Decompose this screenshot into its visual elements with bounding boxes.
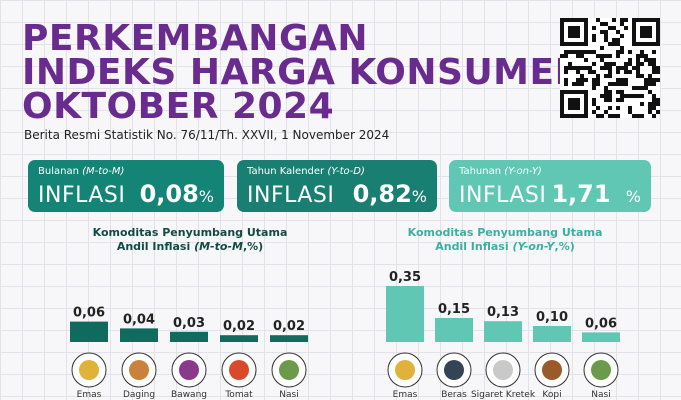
category-label-yoy-4: Nasi: [591, 390, 610, 400]
card-bulanan-label: Bulanan: [38, 166, 79, 177]
commodity-icon-fill-mtm-4: [279, 360, 299, 380]
commodity-icon-fill-yoy-3: [542, 360, 562, 380]
card-tahunan-label-italic: (Y-on-Y): [504, 166, 542, 177]
category-label-mtm-2: Bawang: [171, 390, 207, 400]
commodity-icon-fill-mtm-3: [229, 360, 249, 380]
bar-label-mtm-0: 0,06: [73, 306, 105, 321]
card-tahunan-word: INFLASI: [459, 183, 547, 208]
category-label-mtm-4: Nasi: [279, 390, 298, 400]
chart-yoy-title: Komoditas Penyumbang Utama Andil Inflasi…: [400, 226, 610, 254]
bar-mtm-3: [220, 335, 258, 342]
card-tahun-kalender: Tahun Kalender (Y-to-D) INFLASI 0,82%: [237, 160, 437, 212]
chart-yoy-title-prefix: Andil Inflasi: [435, 240, 509, 253]
commodity-icon-fill-yoy-1: [444, 360, 464, 380]
bar-mtm-4: [270, 335, 308, 342]
commodity-icon-fill-mtm-0: [79, 360, 99, 380]
category-label-mtm-3: Tomat: [224, 390, 253, 400]
bar-label-yoy-4: 0,06: [585, 316, 617, 331]
category-label-mtm-0: Emas: [77, 390, 102, 400]
bar-mtm-2: [170, 331, 208, 342]
bar-label-mtm-3: 0,02: [223, 319, 255, 334]
category-label-yoy-2: Sigaret Kretek: [471, 390, 536, 400]
bar-label-mtm-2: 0,03: [173, 316, 205, 331]
card-tahun-kalender-label: Tahun Kalender: [247, 166, 325, 177]
bar-yoy-3: [533, 326, 571, 342]
card-tahun-kalender-word: INFLASI: [247, 183, 335, 208]
card-bulanan: Bulanan (M-to-M) INFLASI 0,08%: [28, 160, 224, 212]
title-line-3: OKTOBER 2024: [22, 86, 335, 127]
bar-yoy-1: [435, 318, 473, 342]
card-tahunan-value: 1,71: [551, 180, 611, 208]
commodity-icon-fill-mtm-2: [179, 360, 199, 380]
chart-yoy-title-italic: (Y-on-Y: [512, 240, 555, 253]
commodity-icon-fill-yoy-0: [395, 360, 415, 380]
bar-label-yoy-3: 0,10: [536, 310, 568, 325]
card-tahun-kalender-unit: %: [411, 187, 427, 206]
card-bulanan-value: 0,08: [139, 180, 199, 208]
bar-mtm-1: [120, 328, 158, 342]
commodity-icon-fill-yoy-2: [493, 360, 513, 380]
bar-label-yoy-2: 0,13: [487, 305, 519, 320]
category-label-yoy-0: Emas: [393, 390, 418, 400]
category-label-yoy-3: Kopi: [542, 390, 561, 400]
commodity-icon-fill-mtm-1: [129, 360, 149, 380]
card-tahun-kalender-value: 0,82: [352, 180, 412, 208]
card-tahunan-unit: %: [625, 187, 641, 206]
card-bulanan-unit: %: [198, 187, 214, 206]
chart-mtm-title-line1: Komoditas Penyumbang Utama: [92, 226, 288, 239]
bar-yoy-2: [484, 321, 522, 342]
card-tahunan: Tahunan (Y-on-Y) INFLASI 1,71 %: [449, 160, 651, 212]
chart-mtm-title-italic: (M-to-M: [194, 240, 243, 253]
bar-label-mtm-1: 0,04: [123, 312, 155, 327]
card-tahunan-label: Tahunan: [459, 166, 502, 177]
chart-yoy-title-suffix: ,%): [554, 240, 575, 253]
chart-yoy-title-line1: Komoditas Penyumbang Utama: [407, 226, 603, 239]
bar-label-mtm-4: 0,02: [273, 319, 305, 334]
qr-code[interactable]: [560, 18, 660, 118]
category-label-mtm-1: Daging: [123, 390, 155, 400]
chart-mtm-title: Komoditas Penyumbang Utama Andil Inflasi…: [90, 226, 290, 254]
title-line-2: INDEKS HARGA KONSUMEN: [22, 52, 586, 93]
card-bulanan-word: INFLASI: [38, 183, 126, 208]
card-bulanan-label-italic: (M-to-M): [82, 166, 125, 177]
chart-mtm-title-suffix: ,%): [242, 240, 264, 253]
bar-yoy-4: [582, 332, 620, 342]
bar-label-yoy-1: 0,15: [438, 302, 470, 317]
chart-mtm-title-prefix: Andil Inflasi: [116, 240, 191, 253]
bar-yoy-0: [386, 286, 424, 342]
card-tahun-kalender-label-italic: (Y-to-D): [327, 166, 365, 177]
page-title: PERKEMBANGAN INDEKS HARGA KONSUMEN OKTOB…: [22, 18, 586, 127]
commodity-icon-fill-yoy-4: [591, 360, 611, 380]
subtitle: Berita Resmi Statistik No. 76/11/Th. XXV…: [24, 128, 390, 142]
category-label-yoy-1: Beras: [441, 390, 467, 400]
bar-mtm-0: [70, 321, 108, 342]
title-line-1: PERKEMBANGAN: [22, 18, 368, 59]
bar-label-yoy-0: 0,35: [389, 270, 421, 285]
